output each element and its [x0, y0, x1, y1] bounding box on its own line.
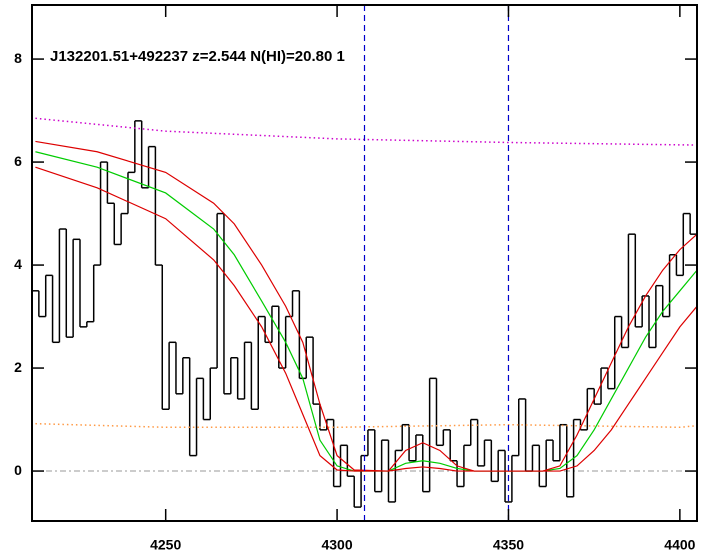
- model-line: [35, 140, 697, 472]
- model-line: [35, 422, 697, 429]
- y-tick-label: 8: [14, 50, 22, 66]
- annotation: J132201.51+492237 z=2.544 N(HI)=20.80 1: [50, 48, 345, 65]
- y-tick-label: 6: [14, 153, 22, 169]
- y-tick-label: 0: [14, 462, 22, 478]
- plot-frame: [31, 4, 698, 522]
- x-tick-label: 4400: [664, 537, 695, 553]
- y-tick-label: 4: [14, 256, 22, 272]
- x-tick-label: 4350: [493, 537, 524, 553]
- y-tick-label: 2: [14, 359, 22, 375]
- x-tick-label: 4250: [150, 537, 181, 553]
- model-line: [35, 117, 697, 146]
- model-line: [35, 166, 697, 472]
- plot-area: [32, 5, 697, 521]
- model-line: [35, 151, 697, 472]
- x-tick-label: 4300: [321, 537, 352, 553]
